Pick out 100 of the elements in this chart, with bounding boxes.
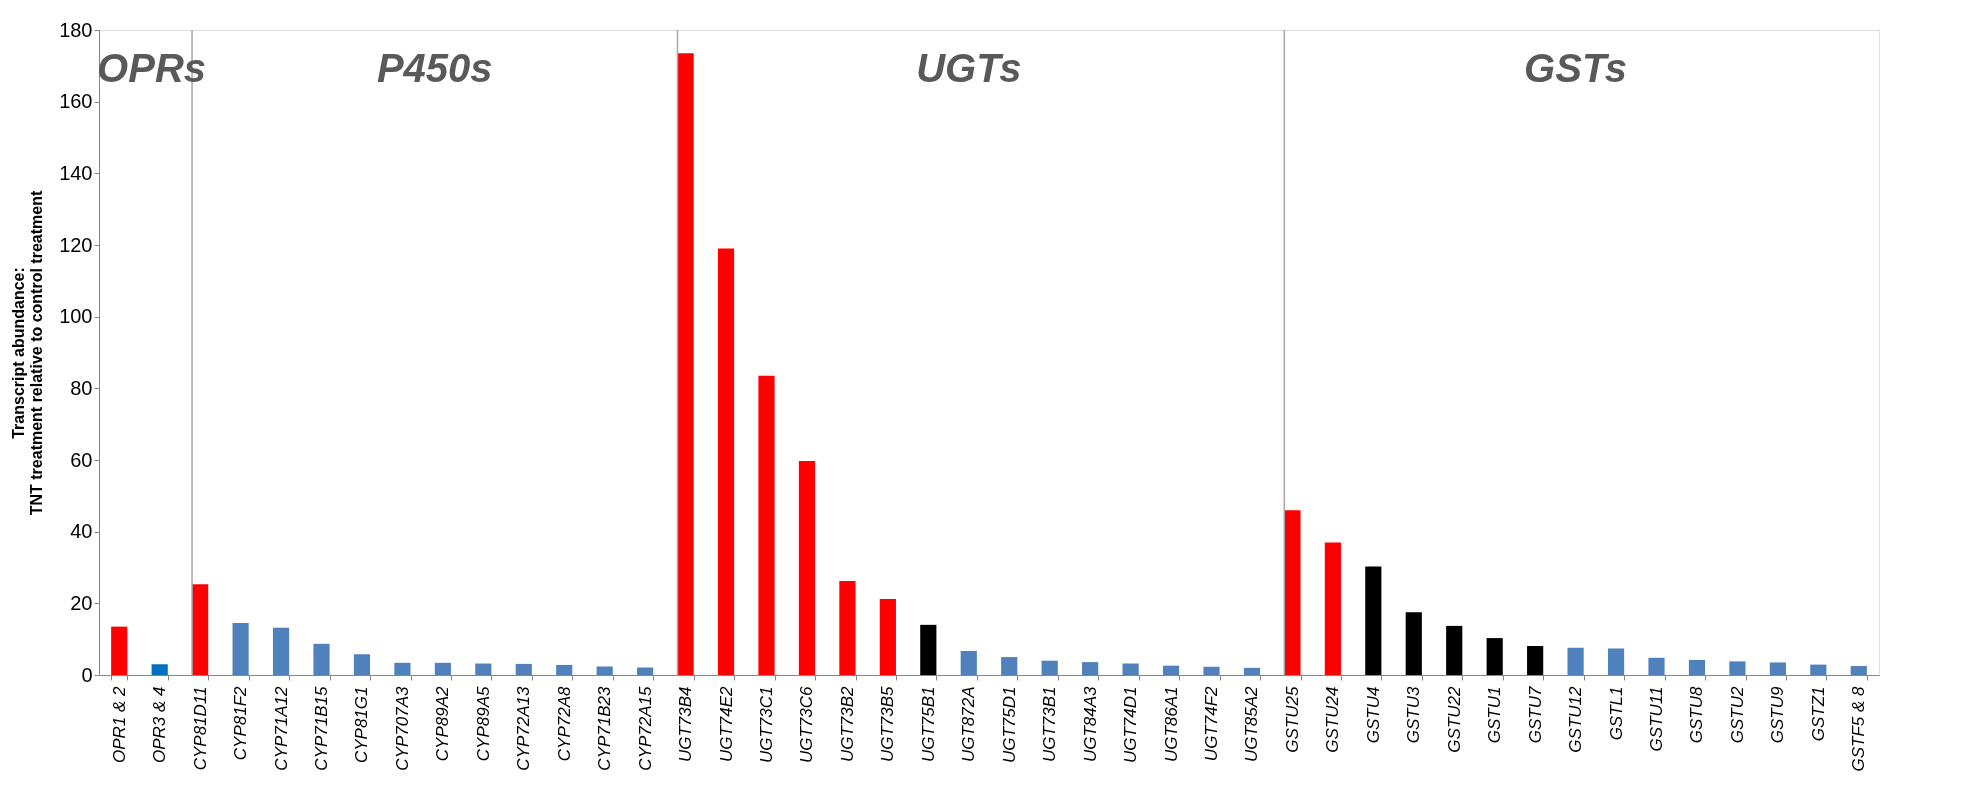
x-tick-label: GSTU3 <box>1404 685 1424 744</box>
y-tick-label: 0 <box>81 663 93 686</box>
bar <box>1769 662 1786 675</box>
x-tick-label: CYP71B15 <box>312 685 331 771</box>
x-tick-label: UGT73B1 <box>1040 686 1060 763</box>
bar <box>111 626 128 675</box>
y-tick-label: 80 <box>70 376 93 399</box>
x-tick-label: UGT73B4 <box>676 686 696 763</box>
bar <box>677 53 694 675</box>
bar <box>1203 666 1220 675</box>
bar <box>313 643 330 675</box>
bar <box>596 666 613 675</box>
x-tick-label: GSTU8 <box>1687 685 1707 744</box>
bar <box>151 664 168 675</box>
bar <box>1607 648 1625 675</box>
x-tick-label: CYP71B23 <box>595 685 615 771</box>
bar <box>475 663 492 675</box>
x-tick-label: OPR3 & 4 <box>150 686 170 764</box>
bar <box>1688 659 1706 675</box>
bar <box>920 624 937 675</box>
x-tick-label: UGT872A <box>959 686 979 763</box>
y-tick-label: 180 <box>59 18 93 41</box>
x-tick-label: GSTU22 <box>1444 685 1464 753</box>
x-tick-label: GSTU4 <box>1363 686 1383 744</box>
x-tick-label: GSTU7 <box>1525 685 1545 744</box>
bar <box>1082 662 1099 675</box>
bar <box>1122 663 1139 675</box>
bar <box>1446 625 1463 675</box>
x-tick-label: UGT84A3 <box>1080 685 1100 763</box>
bar <box>272 627 290 675</box>
bar <box>1162 665 1180 675</box>
bar <box>717 248 735 675</box>
bar <box>1001 657 1018 675</box>
text: TNT treatment relative to control treatment <box>28 190 46 516</box>
bar <box>394 662 411 675</box>
x-tick-label: UGT73C1 <box>757 686 776 764</box>
annotation: UGTs <box>916 46 1022 90</box>
x-tick-label: GSTU12 <box>1566 685 1586 753</box>
bar <box>232 623 249 675</box>
bar <box>353 654 371 675</box>
x-tick-label: CYP72A15 <box>635 685 655 771</box>
bar <box>1729 661 1746 675</box>
x-tick-label: UGT73B2 <box>837 685 857 763</box>
y-tick-label: 100 <box>59 305 93 328</box>
x-tick-label: GSTU2 <box>1727 685 1747 744</box>
bar <box>1365 566 1382 675</box>
x-tick-label: UGT85A2 <box>1242 685 1262 763</box>
y-tick-label: 40 <box>70 520 93 543</box>
bar <box>960 650 977 675</box>
y-tick-label: 140 <box>59 161 93 184</box>
bar <box>1486 638 1503 675</box>
x-tick-label: CYP81F2 <box>231 685 251 761</box>
bar <box>1324 542 1341 675</box>
bar <box>556 664 573 675</box>
bar <box>515 663 532 675</box>
bar <box>1041 660 1058 675</box>
bar <box>1850 666 1867 675</box>
text: Transcript abundance: <box>10 267 28 439</box>
x-tick-label: UGT74D1 <box>1121 686 1141 764</box>
x-tick-label: CYP707A3 <box>392 685 412 771</box>
x-tick-label: GSTF5 & 8 <box>1849 685 1869 772</box>
bar <box>192 584 209 675</box>
annotation: GSTs <box>1524 46 1628 90</box>
bar <box>1243 667 1261 675</box>
bar <box>1567 647 1584 675</box>
x-tick-label: CYP71A12 <box>271 685 291 771</box>
bar <box>798 461 816 675</box>
x-tick-label: UGT86A1 <box>1161 686 1181 763</box>
x-tick-label: GSTU24 <box>1323 686 1343 753</box>
x-tick-label: CYP89A5 <box>473 685 493 762</box>
x-tick-label: GSTU25 <box>1282 685 1302 753</box>
x-tick-label: GSTU1 <box>1485 686 1505 744</box>
x-tick-label: CYP72A8 <box>554 685 574 762</box>
bar <box>434 662 451 675</box>
bar <box>839 581 856 675</box>
y-tick-label: 160 <box>59 90 93 113</box>
x-tick-label: CYP89A2 <box>433 685 453 762</box>
x-tick-label: GSTZ1 <box>1808 686 1828 742</box>
x-tick-label: GSTU9 <box>1768 685 1788 744</box>
bar <box>637 667 654 675</box>
x-tick-label: CYP72A13 <box>514 685 534 771</box>
y-tick-label: 60 <box>70 448 93 471</box>
x-tick-label: GSTU11 <box>1647 686 1666 752</box>
x-tick-label: UGT73B5 <box>878 685 898 763</box>
bar <box>1810 664 1827 675</box>
bar <box>758 375 775 675</box>
bar <box>879 599 896 675</box>
y-tick-label: 120 <box>59 233 93 256</box>
x-tick-label: UGT75D1 <box>999 686 1019 764</box>
bar <box>1284 510 1301 675</box>
x-tick-label: CYP81D11 <box>190 686 210 771</box>
bar <box>1648 657 1665 675</box>
bar <box>1527 645 1544 675</box>
y-tick-label: 20 <box>70 591 93 614</box>
x-tick-label: UGT74E2 <box>716 685 736 763</box>
x-tick-label: UGT75B1 <box>918 686 938 763</box>
bar <box>1405 612 1422 675</box>
x-tick-label: CYP81G1 <box>352 686 372 764</box>
x-tick-label: GSTL1 <box>1606 686 1626 741</box>
x-tick-label: OPR1 & 2 <box>109 685 129 764</box>
